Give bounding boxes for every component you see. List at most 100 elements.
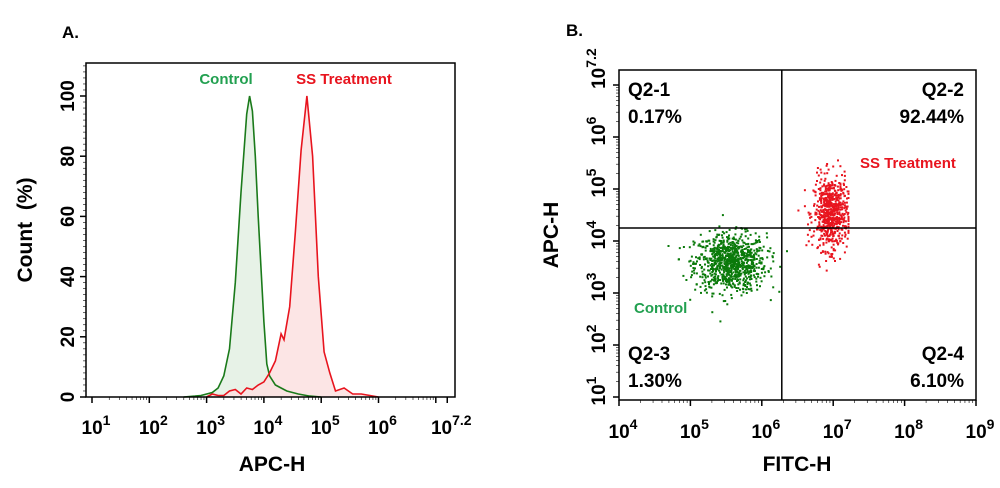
scatter-dot-control [677,258,680,261]
tick-base: 10 [139,418,160,439]
scatter-dot-ss-treatment [843,204,846,207]
scatter-dot-control [726,278,729,281]
scatter-dot-control [747,237,750,240]
x-tick-label: 101 [82,412,111,439]
scatter-dot-control [752,261,755,264]
scatter-dot-ss-treatment [832,208,835,210]
scatter-dot-control [722,273,725,276]
scatter-dot-control [735,245,738,247]
scatter-dot-ss-treatment [837,208,840,211]
scatter-dot-control [728,271,731,274]
scatter-dot-control [745,243,747,246]
scatter-dot-ss-treatment [818,192,821,195]
scatter-dot-control [725,283,727,286]
scatter-dot-control [725,254,728,257]
scatter-dot-control [718,239,721,242]
scatter-dot-control [694,267,696,270]
histogram-line-1 [206,95,379,398]
scatter-dot-control [753,264,756,267]
scatter-dot-ss-treatment [822,237,825,240]
scatter-dot-control [757,273,760,276]
scatter-dot-ss-treatment [837,159,839,162]
scatter-dot-control [704,246,707,249]
scatter-dot-control [710,249,713,252]
scatter-dot-control [757,275,759,278]
scatter-dot-ss-treatment [823,213,826,216]
scatter-dot-ss-treatment [821,185,824,188]
scatter-dot-control [740,253,743,256]
scatter-dot-ss-treatment [829,225,831,228]
scatter-dot-control [731,244,734,247]
scatter-dot-control [688,260,691,263]
scatter-dot-ss-treatment [819,187,822,190]
scatter-dot-control [732,241,735,244]
tick-exponent: 7.2 [452,412,472,428]
x-axis-label: APC-H [239,453,306,476]
scatter-dot-control [714,255,716,258]
tick-base: 10 [589,176,610,197]
scatter-dot-ss-treatment [831,237,834,240]
scatter-dot-ss-treatment [819,181,822,184]
scatter-dot-control [721,236,724,239]
scatter-dot-control [693,241,696,244]
scatter-dot-ss-treatment [846,197,848,200]
scatter-dot-control [719,279,722,281]
scatter-dot-control [730,266,733,269]
scatter-dot-control [758,259,761,262]
scatter-dot-ss-treatment [819,237,822,240]
scatter-dot-control [738,282,741,285]
scatter-dot-control [734,233,737,236]
scatter-dot-control [719,320,722,323]
scatter-dot-control [707,239,710,242]
scatter-dot-control [710,268,712,270]
scatter-dot-ss-treatment [827,219,829,222]
scatter-dot-ss-treatment [847,217,850,220]
scatter-dot-control [746,258,749,261]
scatter-dot-control [748,271,751,274]
tick-exponent: 3 [217,412,225,428]
scatter-dot-ss-treatment [832,235,835,238]
scatter-dot-control [739,256,742,259]
scatter-dot-control [720,282,723,285]
scatter-dot-control [721,278,724,281]
scatter-dot-ss-treatment [814,183,817,186]
scatter-dot-control [733,238,736,241]
scatter-dot-ss-treatment [839,182,842,185]
scatter-dot-ss-treatment [843,179,846,182]
scatter-dot-control [725,265,728,268]
scatter-dot-control [746,277,749,280]
scatter-dot-control [688,246,691,249]
tick-base: 10 [589,384,610,405]
x-tick-label: 105 [680,416,709,443]
scatter-dot-control [766,249,769,252]
scatter-dot-ss-treatment [829,224,832,227]
scatter-dot-control [757,254,760,257]
scatter-dot-control [709,259,712,262]
scatter-dot-control [730,260,733,263]
scatter-dot-control [750,259,753,262]
scatter-dot-control [718,246,721,249]
scatter-dot-control [707,269,710,272]
scatter-dot-control [734,273,737,276]
scatter-dot-ss-treatment [842,242,845,244]
scatter-dot-control [736,290,739,292]
scatter-dot-control [736,264,739,267]
scatter-dot-control [728,255,731,258]
legend-control: Control [634,300,687,317]
scatter-dot-ss-treatment [818,213,821,215]
scatter-dot-ss-treatment [797,209,800,212]
scatter-dot-control [717,248,719,251]
scatter-dot-control [710,257,713,260]
scatter-dot-control [756,249,759,252]
scatter-dot-control [743,273,746,276]
scatter-dot-control [759,276,762,279]
scatter-dot-control [708,283,710,285]
scatter-dot-ss-treatment [822,216,824,219]
scatter-dot-control [713,259,716,262]
scatter-dot-control [728,228,731,231]
scatter-dot-control [755,253,758,256]
scatter-dot-control [734,261,737,264]
scatter-dot-control [705,240,708,243]
scatter-dot-control [721,248,724,251]
scatter-dot-ss-treatment [813,204,815,207]
